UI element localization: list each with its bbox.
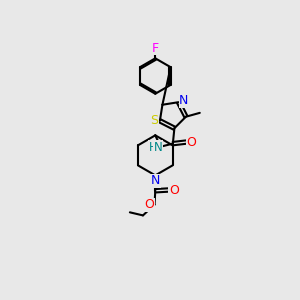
Text: O: O: [169, 184, 179, 196]
Text: N: N: [154, 141, 163, 154]
Text: N: N: [151, 174, 160, 187]
Text: O: O: [186, 136, 196, 148]
Text: S: S: [151, 114, 158, 127]
Text: H: H: [148, 141, 157, 154]
Text: O: O: [144, 198, 154, 211]
Text: F: F: [152, 42, 159, 55]
Text: N: N: [179, 94, 189, 107]
